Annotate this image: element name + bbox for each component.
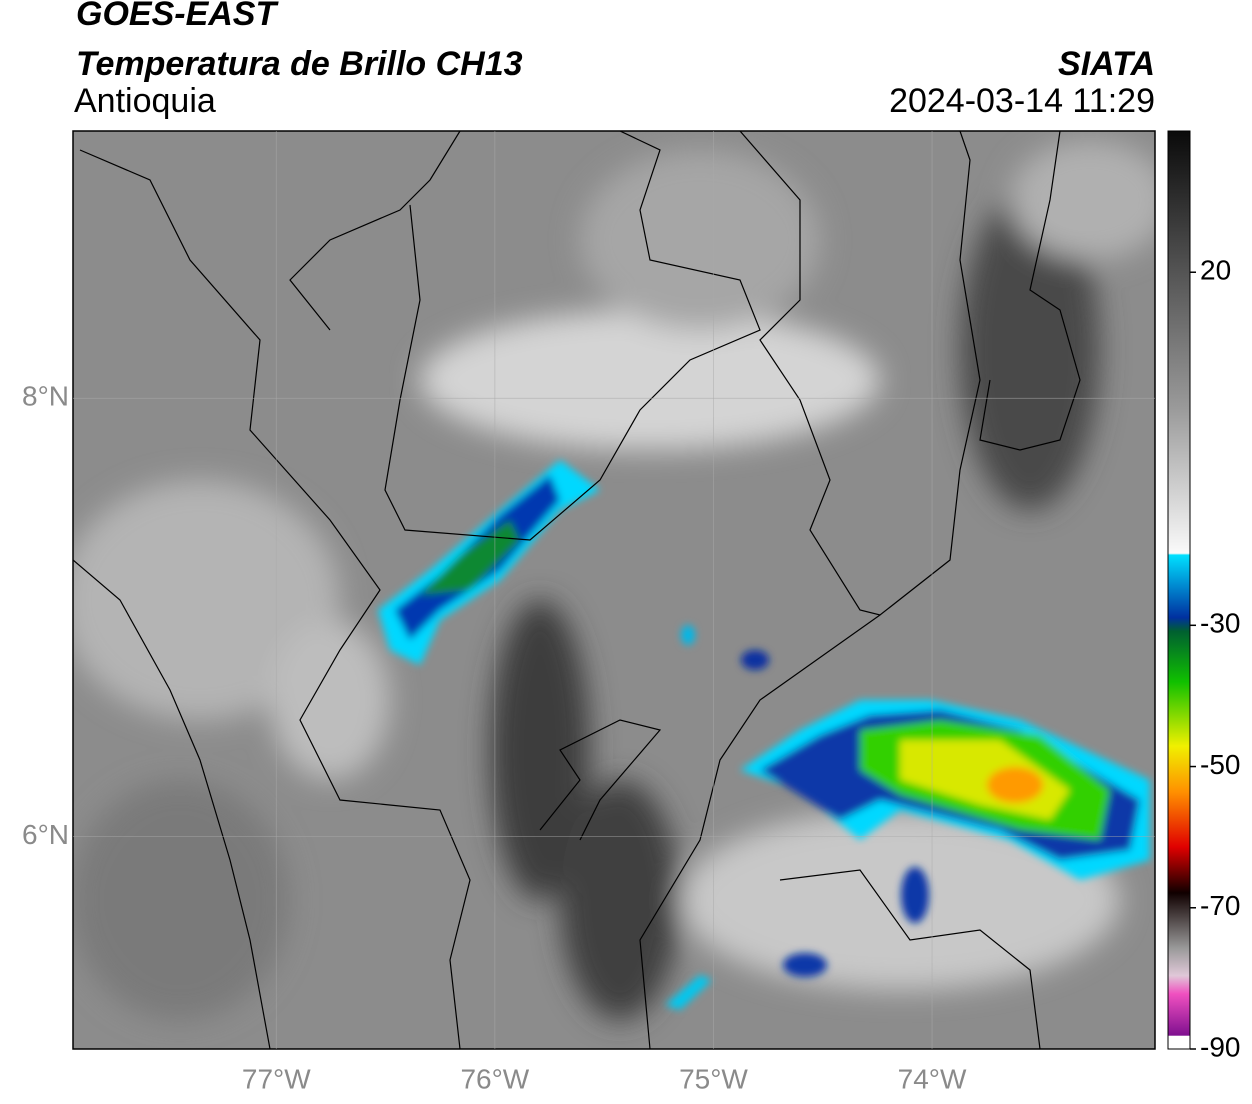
colorbar-tick-label: -50 (1200, 749, 1240, 780)
datetime: 2024-03-14 11:29 (889, 82, 1155, 120)
x-tick-label: 77°W (242, 1063, 311, 1094)
colorbar-tick-label: -30 (1200, 608, 1240, 639)
colorbar-tick-label: -90 (1200, 1031, 1240, 1062)
region: Antioquia (74, 82, 216, 120)
boundaries (73, 131, 1081, 1049)
x-tick-label: 75°W (679, 1063, 748, 1094)
colorbar (1167, 130, 1191, 1050)
colorbar-tick-label: 20 (1200, 255, 1231, 286)
cold-cloud-tops (378, 460, 1150, 1010)
agency: SIATA (1058, 45, 1155, 83)
y-tick-label: 8°N (22, 381, 69, 412)
colorbar-tick-label: -70 (1200, 890, 1240, 921)
brightness-field (73, 140, 1155, 1020)
satellite-image (73, 131, 1155, 1049)
title: GOES-EAST (76, 0, 279, 33)
x-tick-label: 74°W (898, 1063, 967, 1094)
subtitle: Temperatura de Brillo CH13 (76, 45, 523, 83)
x-tick-label: 76°W (460, 1063, 529, 1094)
map-frame (72, 130, 1156, 1050)
y-tick-label: 6°N (22, 819, 69, 850)
